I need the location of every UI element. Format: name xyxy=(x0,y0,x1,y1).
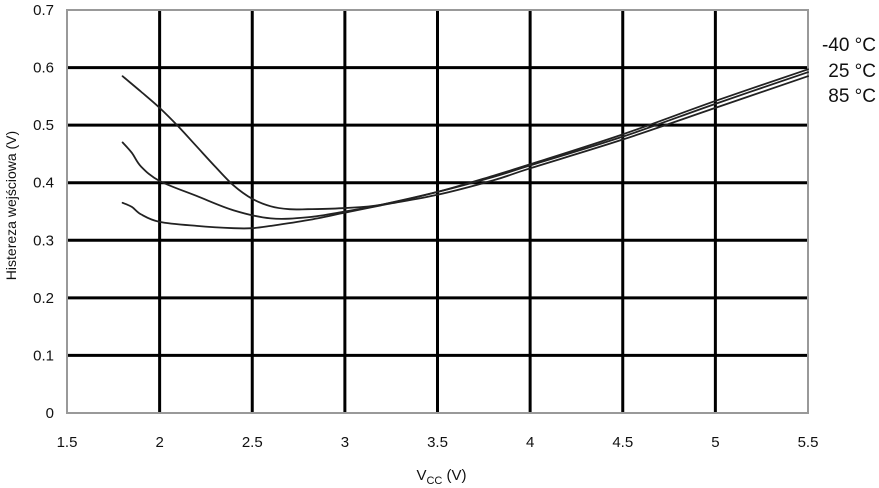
legend-entry: 25 °C xyxy=(828,61,876,82)
y-tick-label: 0.4 xyxy=(33,175,54,192)
x-axis-label-unit: (V) xyxy=(442,467,466,484)
plot-border xyxy=(66,9,809,414)
x-tick-label: 4 xyxy=(526,434,534,451)
y-axis-label: Histereza wejściowa (V) xyxy=(3,131,19,280)
legend-entry: 85 °C xyxy=(828,86,876,107)
plot-frame xyxy=(66,9,809,414)
x-tick-label: 5.5 xyxy=(798,434,819,451)
series-line-3 xyxy=(121,75,809,230)
series-group xyxy=(121,68,809,230)
y-tick-label: 0.6 xyxy=(33,60,54,77)
y-tick-label: 0.7 xyxy=(33,2,54,19)
y-tick-label: 0.5 xyxy=(33,117,54,134)
x-tick-label: 4.5 xyxy=(612,434,633,451)
series-line-1 xyxy=(121,68,809,211)
x-tick-label: 3.5 xyxy=(427,434,448,451)
x-axis-label: VCC (V) xyxy=(416,467,466,487)
x-tick-label: 3 xyxy=(341,434,349,451)
x-axis-label-main: V xyxy=(416,467,426,484)
x-tick-label: 1.5 xyxy=(57,434,78,451)
grid xyxy=(67,10,808,413)
x-tick-label: 5 xyxy=(711,434,719,451)
x-tick-labels: 1.5 2 2.5 3 3.5 4 4.5 5 5.5 xyxy=(57,434,819,451)
y-tick-label: 0 xyxy=(46,405,54,422)
y-tick-labels: 0 0.1 0.2 0.3 0.4 0.5 0.6 0.7 xyxy=(33,2,54,422)
series-line-2 xyxy=(121,71,809,220)
x-axis-label-subscript: CC xyxy=(426,475,442,487)
x-tick-label: 2 xyxy=(155,434,163,451)
legend: -40 °C 25 °C 85 °C xyxy=(822,35,876,107)
x-tick-label: 2.5 xyxy=(242,434,263,451)
y-tick-label: 0.2 xyxy=(33,290,54,307)
y-tick-label: 0.3 xyxy=(33,232,54,249)
y-tick-label: 0.1 xyxy=(33,347,54,364)
legend-entry: -40 °C xyxy=(822,35,876,56)
